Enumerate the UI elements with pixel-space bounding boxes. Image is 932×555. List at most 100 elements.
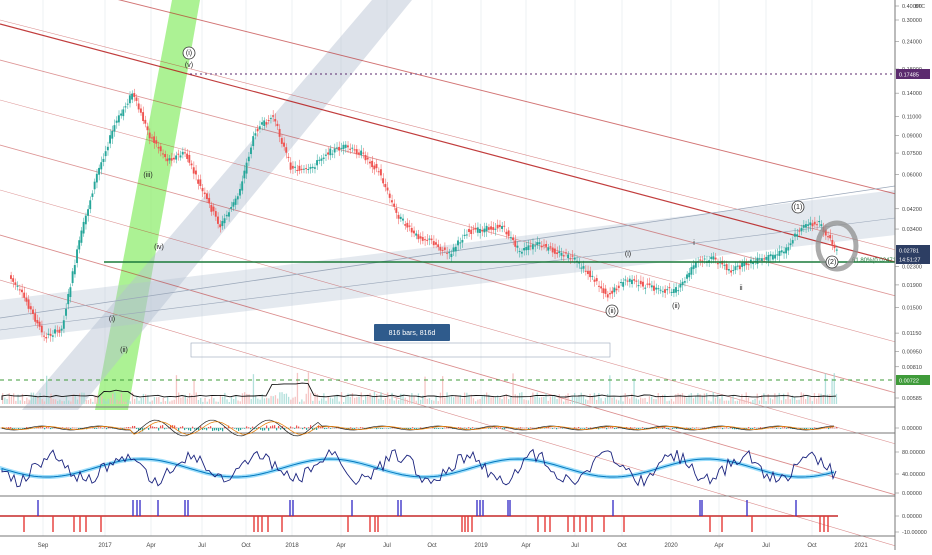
volume-bar (266, 398, 267, 404)
volume-bar (15, 401, 16, 404)
volume-bar (605, 398, 606, 404)
volume-bar (444, 397, 445, 404)
candle-body (393, 204, 395, 207)
candle-body (380, 169, 382, 175)
volume-bar (721, 395, 722, 404)
volume-bar (358, 397, 359, 404)
candle-body (188, 155, 190, 163)
macd-bar (590, 427, 591, 428)
time-label: Apr (521, 543, 530, 549)
macd-bar (472, 427, 473, 428)
volume-bar (785, 399, 786, 404)
candle-body (699, 260, 701, 261)
candle-body (237, 196, 239, 199)
volume-bar (253, 374, 254, 404)
candle-body (175, 155, 177, 159)
price-tick-label: 0.00810 (902, 365, 922, 371)
macd-bar (292, 427, 293, 428)
candle-body (10, 275, 12, 279)
volume-bar (728, 401, 729, 404)
volume-bar (479, 399, 480, 404)
candle-body (114, 125, 116, 131)
macd-bar (42, 427, 43, 428)
time-label: 2019 (474, 543, 488, 549)
volume-bar (818, 393, 819, 404)
volume-bar (486, 392, 487, 404)
candle-body (76, 249, 78, 263)
price-tick-label: 0.06000 (902, 173, 922, 179)
volume-bar (532, 393, 533, 404)
volume-bar (523, 399, 524, 404)
candle-body (545, 244, 547, 247)
candle-body (206, 193, 208, 199)
volume-bar (411, 393, 412, 404)
volume-bar (303, 401, 304, 404)
volume-bar (526, 400, 527, 404)
candle-body (543, 245, 545, 246)
macd-bar (270, 426, 271, 428)
candle-body (283, 143, 285, 147)
candle-body (728, 269, 730, 271)
volume-bar (330, 398, 331, 404)
macd-bar (304, 427, 305, 428)
time-label: 2018 (285, 543, 299, 549)
candle-body (351, 148, 353, 149)
volume-bar (528, 400, 529, 404)
candle-body (428, 239, 430, 240)
macd-bar (554, 428, 555, 429)
macd-bar (586, 427, 587, 428)
macd-bar (156, 427, 157, 428)
macd-bar (222, 428, 223, 431)
volume-bar (585, 399, 586, 404)
volume-bar (501, 399, 502, 404)
macd-bar (782, 427, 783, 428)
macd-bar (212, 428, 213, 431)
candle-body (572, 255, 574, 256)
macd-bar (574, 427, 575, 428)
volume-bar (433, 401, 434, 404)
candle-body (816, 224, 818, 225)
macd-bar (614, 428, 615, 429)
macd-bar (578, 427, 579, 428)
candle-body (184, 152, 186, 153)
volume-bar (101, 396, 102, 404)
macd-bar (10, 427, 11, 428)
candle-body (208, 198, 210, 203)
volume-bar (614, 397, 615, 404)
volume-bar (61, 401, 62, 404)
candle-body (627, 281, 629, 282)
candle-body (298, 166, 300, 171)
volume-bar (508, 399, 509, 404)
candle-body (792, 240, 794, 243)
candle-body (360, 151, 362, 156)
price-tick-label: 0.24000 (902, 39, 922, 45)
candle-body (221, 221, 223, 226)
candle-body (776, 254, 778, 255)
macd-bar (190, 428, 191, 431)
macd-bar (186, 428, 187, 429)
candle-body (98, 168, 100, 175)
candle-body (241, 181, 243, 190)
candle-body (235, 199, 237, 205)
volume-bar (13, 393, 14, 404)
macd-bar (722, 428, 723, 429)
macd-bar (240, 428, 241, 430)
volume-bar (801, 392, 802, 404)
candle-body (39, 322, 41, 327)
wave-label: (i) (186, 50, 192, 57)
macd-bar (360, 427, 361, 428)
macd-bar (256, 428, 257, 429)
volume-bar (754, 399, 755, 404)
volume-bar (160, 402, 161, 404)
candle-body (210, 205, 212, 212)
volume-bar (759, 400, 760, 404)
candle-body (12, 278, 14, 282)
candle-body (649, 283, 651, 285)
volume-bar (495, 397, 496, 404)
macd-bar (332, 428, 333, 429)
macd-bar (416, 428, 417, 429)
volume-bar (127, 400, 128, 404)
candle-body (715, 258, 717, 260)
volume-bar (321, 399, 322, 404)
volume-bar (292, 398, 293, 404)
